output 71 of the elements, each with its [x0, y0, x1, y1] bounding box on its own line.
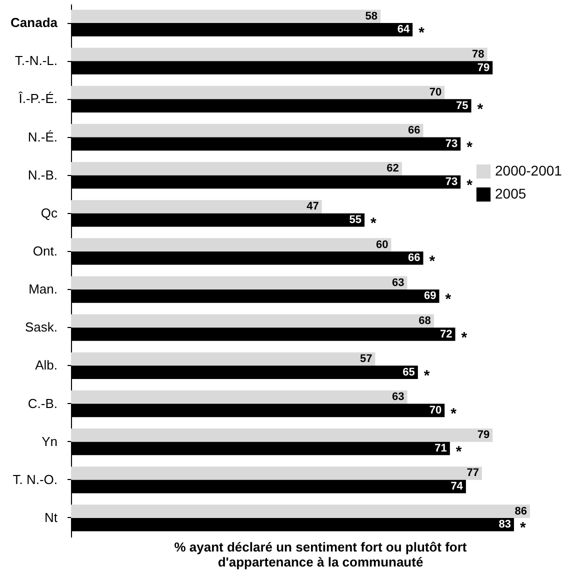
bar [71, 276, 408, 290]
bar [71, 86, 445, 100]
bar [71, 200, 322, 214]
data-label: 64 [397, 24, 410, 36]
y-tick-label: T.-N.-L. [14, 53, 58, 68]
bar [71, 466, 482, 480]
data-label: 55 [349, 214, 362, 226]
data-label: 69 [424, 290, 436, 302]
data-label: 66 [408, 252, 420, 264]
y-tick-label: N.-É. [28, 129, 58, 144]
y-tick-label: Man. [28, 282, 58, 297]
data-label: 72 [440, 328, 452, 340]
data-label: 62 [386, 162, 399, 175]
annotation: * [445, 291, 452, 308]
bar [71, 352, 376, 366]
annotation: * [370, 215, 377, 232]
legend-label: 2000-2001 [495, 162, 562, 178]
annotation: * [520, 520, 526, 537]
bar [71, 124, 424, 138]
y-tick-label: Î.-P.-É. [18, 91, 58, 106]
legend-label: 2005 [495, 186, 526, 202]
data-label: 60 [376, 238, 388, 251]
annotation: * [429, 253, 436, 270]
bar [71, 428, 493, 442]
data-label: 73 [445, 176, 458, 188]
y-tick-label: Yn [42, 434, 58, 449]
y-tick-label: Qc [40, 205, 58, 220]
annotation: * [424, 367, 430, 384]
data-label: 58 [365, 10, 378, 22]
data-label: 79 [477, 429, 490, 442]
data-label: 66 [408, 124, 420, 137]
data-label: 57 [360, 353, 372, 366]
data-label: 70 [429, 404, 442, 416]
y-tick-label: C.-B. [28, 396, 58, 411]
annotation: * [461, 329, 468, 346]
annotation: * [477, 100, 484, 118]
x-axis-title: % ayant déclaré un sentiment fort ou plutôt fort d'appartenance à la communauté [174, 540, 468, 570]
data-label: 68 [418, 314, 431, 327]
bar [71, 238, 392, 252]
data-label: 74 [450, 480, 464, 493]
data-label: 86 [514, 505, 527, 518]
y-tick-label: Alb. [35, 358, 58, 373]
data-label: 63 [392, 276, 404, 289]
annotation: * [450, 405, 457, 422]
y-tick-label: Sask. [24, 320, 58, 335]
y-tick-label: Ont. [32, 243, 58, 258]
data-label: 77 [466, 467, 479, 480]
y-tick-label: T. N.-O. [12, 472, 58, 487]
annotation: * [418, 24, 425, 42]
bar [71, 48, 488, 62]
data-label: 63 [392, 391, 404, 404]
annotation: * [466, 138, 473, 156]
bar [71, 314, 434, 328]
data-label: 70 [429, 86, 442, 99]
annotation: * [456, 443, 462, 460]
annotation: * [466, 176, 473, 194]
bar [71, 10, 381, 24]
data-label: 47 [306, 200, 319, 213]
bar [71, 390, 408, 404]
data-label: 78 [472, 48, 484, 60]
data-label: 83 [498, 518, 511, 531]
data-label: 73 [445, 138, 458, 150]
data-label: 75 [456, 100, 468, 112]
bar [71, 162, 402, 176]
data-label: 65 [402, 366, 415, 378]
bar [71, 504, 530, 518]
data-label: 71 [434, 442, 447, 454]
data-label: 79 [477, 62, 490, 74]
y-tick-label: Canada [10, 15, 58, 30]
y-tick-label: Nt [44, 510, 58, 525]
y-tick-label: N.-B. [28, 167, 58, 182]
